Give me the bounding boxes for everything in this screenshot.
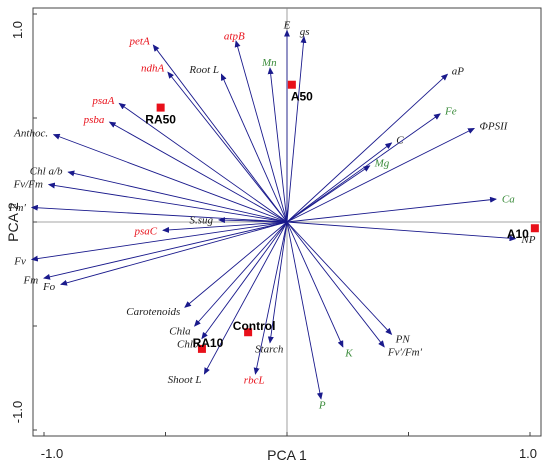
loading-arrow-fv bbox=[30, 221, 288, 262]
x-axis-title: PCA 1 bbox=[267, 447, 307, 463]
loading-arrow-starch bbox=[267, 221, 288, 344]
variable-label-psac: psaC bbox=[133, 226, 157, 238]
loading-arrow-k bbox=[286, 221, 344, 348]
variable-label-fo: Fo bbox=[42, 281, 56, 293]
loading-arrow-shoot-l bbox=[203, 221, 288, 375]
sample-label-ra50: RA50 bbox=[145, 113, 176, 127]
loading-arrow-ap bbox=[286, 73, 449, 223]
variable-label-chlb: Chlb bbox=[177, 338, 199, 350]
loading-arrow-mg bbox=[286, 165, 371, 223]
loading-arrow-anthoc bbox=[52, 133, 288, 223]
loading-arrow-fe bbox=[286, 113, 441, 223]
y-tick-min: -1.0 bbox=[10, 401, 25, 423]
loading-arrow-p bbox=[286, 221, 323, 400]
loading-arrow-fv-fm bbox=[286, 221, 385, 348]
sample-marker-ra50 bbox=[156, 103, 165, 112]
variable-label-atpb: atpB bbox=[224, 30, 245, 42]
variable-label-carotenoids: Carotenoids bbox=[126, 306, 180, 318]
loading-arrow-rbcl bbox=[253, 221, 288, 375]
variable-label-chla: Chla bbox=[169, 326, 191, 338]
variable-label-s-sug: S.sug bbox=[189, 215, 213, 227]
variable-label-mn: Mn bbox=[261, 57, 277, 69]
variable-label-k: K bbox=[344, 347, 353, 359]
loading-arrow-fo bbox=[60, 221, 288, 286]
loading-arrow-psba bbox=[108, 121, 288, 223]
loading-arrow-mn bbox=[267, 67, 288, 223]
sample-marker-control bbox=[244, 328, 253, 337]
variable-label-p: P bbox=[318, 400, 326, 412]
variable-label-fm: Fm′ bbox=[8, 202, 27, 214]
loading-arrow-ca bbox=[286, 196, 497, 223]
sample-marker-a10 bbox=[530, 224, 539, 233]
loading-arrow-c bbox=[286, 142, 393, 223]
x-tick-max: 1.0 bbox=[519, 446, 537, 461]
variable-label-peta: petA bbox=[129, 35, 150, 47]
sample-label-a50: A50 bbox=[291, 90, 313, 104]
loading-arrow-fm bbox=[43, 221, 288, 280]
variable-label-rbcl: rbcL bbox=[244, 375, 265, 387]
variable-label-fv-fm: Fv/Fm bbox=[13, 179, 43, 191]
loading-arrow-root-l bbox=[220, 73, 288, 223]
sample-label-ra10: RA10 bbox=[193, 336, 224, 350]
loading-arrow-peta bbox=[152, 44, 288, 223]
loading-arrow-gs bbox=[286, 35, 307, 223]
variable-label-ca: Ca bbox=[502, 194, 515, 206]
y-tick-max: 1.0 bbox=[10, 21, 25, 39]
sample-marker-ra10 bbox=[197, 344, 206, 353]
loading-arrow-np bbox=[286, 221, 517, 242]
variable-label-psba: psba bbox=[83, 114, 105, 126]
loading-arrow-carotenoids bbox=[184, 221, 288, 308]
variable-label-anthoc: Anthoc. bbox=[13, 128, 48, 140]
variable-label-pn: PN bbox=[395, 334, 411, 346]
loading-arrow-fm bbox=[30, 204, 288, 223]
variable-label-e: E bbox=[283, 20, 291, 32]
loading-arrow-psac bbox=[162, 221, 288, 233]
variable-label-ap: aP bbox=[452, 65, 465, 77]
variable-label-fv: Fv bbox=[13, 255, 26, 267]
sample-label-a10: A10 bbox=[507, 227, 529, 241]
variable-label-c: C bbox=[396, 134, 404, 146]
sample-label-control: Control bbox=[233, 319, 276, 333]
variable-label-chl-a-b: Chl a/b bbox=[30, 166, 63, 178]
loading-arrow-chl-a-b bbox=[67, 170, 288, 223]
loading-arrow-chlb bbox=[201, 221, 288, 340]
variable-label-gs: gs bbox=[300, 26, 310, 38]
loading-arrow-s-sug bbox=[217, 217, 288, 224]
x-tick-min: -1.0 bbox=[41, 446, 63, 461]
variable-label-ndha: ndhA bbox=[141, 63, 165, 75]
loading-arrow-atpb bbox=[234, 40, 288, 223]
y-axis-title: PCA 2 bbox=[5, 202, 21, 242]
loading-arrow-chla bbox=[193, 221, 288, 327]
variable-label-shoot-l: Shoot L bbox=[168, 374, 202, 386]
loading-arrow-psaa bbox=[118, 102, 288, 223]
variable-label-root-l: Root L bbox=[188, 64, 219, 76]
variable-label-psii: ΦPSII bbox=[480, 121, 509, 133]
loading-arrow-fv-fm bbox=[47, 182, 288, 223]
variable-label-mg: Mg bbox=[374, 158, 390, 170]
variable-label-fv-fm: Fv′/Fm′ bbox=[387, 347, 423, 359]
variable-label-np: NP bbox=[520, 234, 535, 246]
variable-label-psaa: psaA bbox=[91, 95, 114, 107]
variable-label-fm: Fm bbox=[23, 275, 39, 287]
sample-marker-a50 bbox=[287, 80, 296, 89]
variable-label-fe: Fe bbox=[444, 105, 457, 117]
loading-arrow-psii bbox=[286, 127, 476, 223]
loading-arrow-ndha bbox=[167, 71, 288, 223]
loading-arrow-pn bbox=[286, 221, 393, 336]
variable-label-starch: Starch bbox=[255, 344, 284, 356]
